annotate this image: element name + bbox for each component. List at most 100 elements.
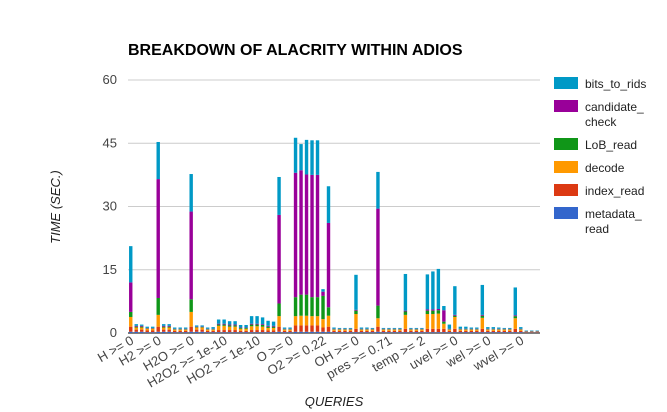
bar-segment-LoB-read (326, 307, 331, 316)
bar-segment-decode (442, 323, 446, 329)
bar-segment-LoB-read (249, 324, 254, 327)
bar-segment-decode (293, 316, 298, 326)
bar-segment-decode (227, 326, 232, 331)
legend-label: candidate_ (585, 100, 644, 114)
bar-segment-index-read (442, 328, 446, 333)
bar-segment-bits-to-rids (304, 139, 309, 175)
bar-segment-metadata-read (431, 332, 435, 333)
bar-segment-metadata-read (167, 331, 171, 333)
bar-segment-index-read (343, 330, 347, 333)
bar-segment-index-read (447, 330, 452, 333)
bar-segment-index-read (431, 328, 435, 333)
bar-segment-bits-to-rids (293, 137, 298, 173)
bar-segment-metadata-read (277, 331, 281, 333)
bar-segment-decode (183, 329, 188, 331)
y-tick-label: 0 (110, 325, 117, 340)
bar-segment-bits-to-rids (162, 324, 166, 326)
bar-segment-metadata-read (222, 332, 226, 333)
bar-segment-index-read (315, 325, 320, 332)
bar-segment-index-read (365, 330, 369, 333)
bar-segment-bits-to-rids (134, 324, 138, 326)
bar-segment-bits-to-rids (337, 327, 342, 329)
bar-segment-decode (464, 329, 468, 331)
bar-segment-bits-to-rids (200, 325, 204, 327)
bar-segment-decode (376, 318, 380, 327)
bar-segment-decode (497, 329, 501, 331)
bar-segment-index-read (299, 325, 303, 332)
bar-segment-bits-to-rids (491, 327, 496, 329)
bar-segment-index-read (178, 330, 182, 333)
bar-segment-metadata-read (129, 331, 133, 333)
legend-swatch (554, 207, 578, 219)
y-axis-label: TIME (SEC.) (48, 170, 63, 244)
bar-segment-LoB-read (134, 326, 138, 328)
bar-segment-candidate-check (162, 325, 166, 327)
bar-segment-LoB-read (162, 326, 166, 328)
bar-segment-bits-to-rids (453, 286, 457, 315)
bar-segment-candidate-check (140, 325, 144, 327)
bar-segment-bits-to-rids (442, 306, 446, 311)
bar-segment-LoB-read (480, 315, 485, 318)
bar-segment-LoB-read (140, 326, 144, 328)
bar-segment-bits-to-rids (387, 327, 391, 329)
bar-segment-candidate-check (513, 315, 517, 317)
legend-swatch (554, 77, 578, 89)
bar-segment-candidate-check (260, 324, 265, 325)
bar-segment-metadata-read (326, 331, 331, 333)
bar-segment-candidate-check (436, 308, 441, 311)
legend-label: LoB_read (585, 138, 637, 152)
bar-segment-decode (172, 329, 177, 331)
bar-segment-decode (480, 317, 485, 329)
bar-segment-index-read (205, 330, 210, 333)
bar-segment-bits-to-rids (266, 320, 270, 326)
bar-segment-candidate-check (129, 282, 133, 312)
bar-segment-LoB-read (129, 311, 133, 317)
bar-segment-bits-to-rids (260, 317, 265, 325)
bar-segment-metadata-read (216, 332, 221, 333)
bar-segment-index-read (282, 330, 287, 333)
bar-segment-index-read (491, 330, 496, 333)
bar-segment-decode (271, 327, 276, 331)
bar-segment-metadata-read (200, 331, 204, 333)
bar-segment-metadata-read (227, 332, 232, 333)
bar-segment-bits-to-rids (321, 289, 325, 292)
bar-segment-index-read (348, 330, 353, 333)
bar-segment-metadata-read (403, 332, 408, 333)
bar-segment-metadata-read (266, 332, 270, 333)
bar-segment-LoB-read (304, 294, 309, 316)
bar-segment-metadata-read (255, 332, 259, 333)
bar-segment-LoB-read (310, 297, 314, 317)
bar-segment-metadata-read (315, 331, 320, 333)
bar-segment-decode (304, 315, 309, 326)
legend-label: bits_to_rids (585, 77, 646, 91)
bar-segment-decode (370, 329, 375, 331)
bar-segment-metadata-read (502, 332, 506, 333)
bar-segment-candidate-check (321, 291, 325, 296)
bar-segment-index-read (436, 328, 441, 333)
bar-segment-metadata-read (425, 332, 430, 333)
bar-segment-LoB-read (189, 299, 193, 312)
bar-segment-index-read (420, 330, 424, 333)
bar-segment-metadata-read (359, 332, 364, 333)
bar-segment-metadata-read (464, 332, 468, 333)
bar-segment-index-read (469, 330, 474, 333)
bar-segment-metadata-read (381, 332, 386, 333)
bar-segment-LoB-read (233, 325, 237, 327)
bar-segment-index-read (425, 328, 430, 333)
bar-segment-decode (453, 316, 457, 329)
legend-label: decode (585, 161, 625, 175)
bar-segment-metadata-read (387, 332, 391, 333)
bar-segment-decode (205, 329, 210, 331)
bar-segment-LoB-read (436, 310, 441, 314)
bar-segment-index-read (145, 330, 149, 333)
bar-segment-LoB-read (431, 310, 435, 315)
bar-segment-candidate-check (227, 324, 232, 326)
bar-segment-metadata-read (140, 331, 144, 333)
bar-segment-bits-to-rids (365, 327, 369, 329)
bar-segment-LoB-read (453, 315, 457, 317)
bar-segment-candidate-check (156, 179, 160, 298)
bar-segment-decode (151, 328, 155, 331)
bar-segment-metadata-read (238, 332, 243, 333)
bar-segment-decode (486, 329, 490, 331)
bar-segment-bits-to-rids (129, 246, 133, 283)
